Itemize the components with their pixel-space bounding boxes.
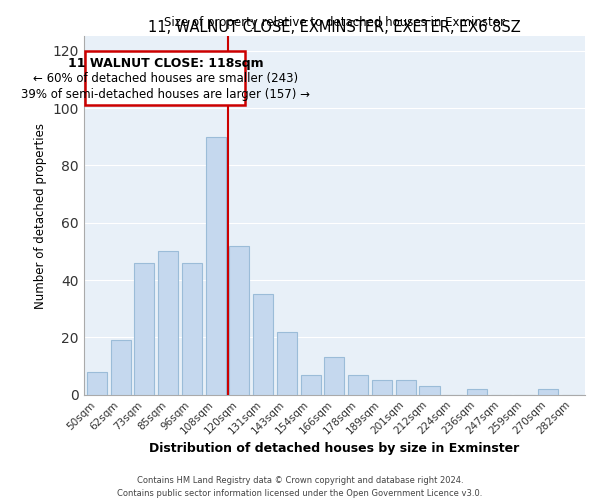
- Title: 11, WALNUT CLOSE, EXMINSTER, EXETER, EX6 8SZ: 11, WALNUT CLOSE, EXMINSTER, EXETER, EX6…: [148, 20, 521, 36]
- Text: ← 60% of detached houses are smaller (243): ← 60% of detached houses are smaller (24…: [33, 72, 298, 86]
- Bar: [372, 380, 392, 394]
- Text: 39% of semi-detached houses are larger (157) →: 39% of semi-detached houses are larger (…: [21, 88, 310, 101]
- Bar: [87, 372, 107, 394]
- Bar: [395, 380, 416, 394]
- Bar: [182, 263, 202, 394]
- Bar: [229, 246, 250, 394]
- Bar: [348, 374, 368, 394]
- Bar: [538, 389, 558, 394]
- Bar: [110, 340, 131, 394]
- Text: Contains HM Land Registry data © Crown copyright and database right 2024.
Contai: Contains HM Land Registry data © Crown c…: [118, 476, 482, 498]
- Y-axis label: Number of detached properties: Number of detached properties: [34, 122, 47, 308]
- Bar: [253, 294, 273, 394]
- Bar: [301, 374, 321, 394]
- Text: Size of property relative to detached houses in Exminster: Size of property relative to detached ho…: [164, 16, 505, 28]
- Text: 11 WALNUT CLOSE: 118sqm: 11 WALNUT CLOSE: 118sqm: [68, 56, 263, 70]
- Bar: [134, 263, 154, 394]
- Bar: [277, 332, 297, 394]
- Bar: [419, 386, 440, 394]
- FancyBboxPatch shape: [85, 51, 245, 106]
- Bar: [158, 252, 178, 394]
- Bar: [206, 137, 226, 394]
- Bar: [467, 389, 487, 394]
- Bar: [325, 358, 344, 395]
- X-axis label: Distribution of detached houses by size in Exminster: Distribution of detached houses by size …: [149, 442, 520, 455]
